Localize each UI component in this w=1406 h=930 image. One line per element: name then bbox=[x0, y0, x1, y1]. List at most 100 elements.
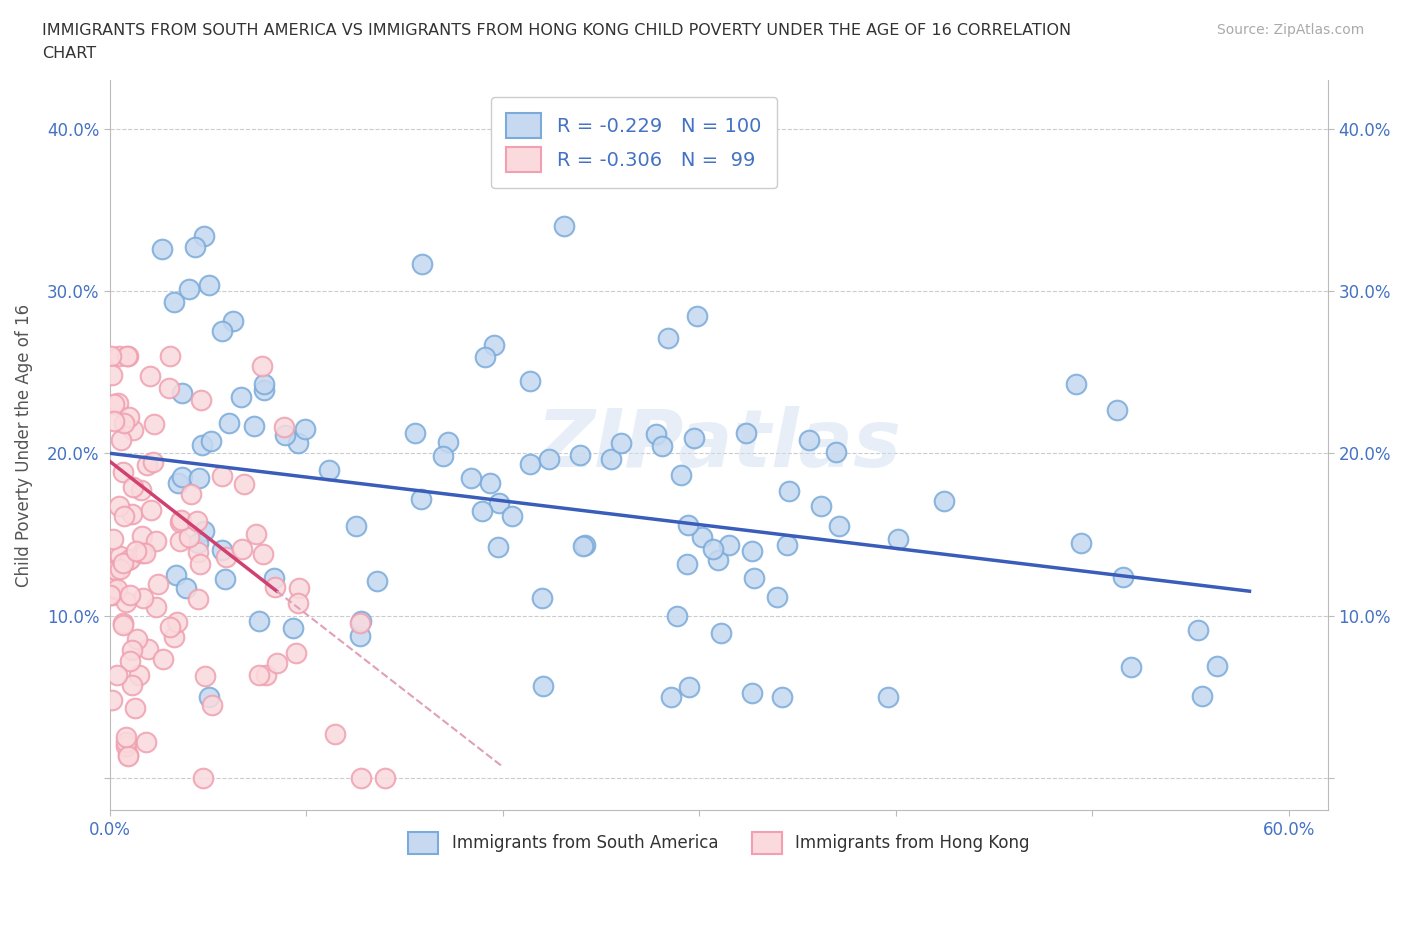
Point bbox=[177, 282, 200, 297]
Point bbox=[828, 519, 851, 534]
Point bbox=[533, 679, 555, 694]
Point bbox=[669, 468, 692, 483]
Point bbox=[122, 423, 145, 438]
Point bbox=[104, 563, 127, 578]
Point bbox=[501, 509, 523, 524]
Point bbox=[138, 368, 160, 383]
Point bbox=[744, 570, 766, 585]
Point bbox=[211, 324, 233, 339]
Point bbox=[404, 426, 426, 441]
Point bbox=[112, 509, 135, 524]
Point bbox=[1070, 536, 1092, 551]
Point bbox=[136, 642, 159, 657]
Point bbox=[797, 432, 820, 447]
Point bbox=[488, 496, 510, 511]
Point bbox=[245, 526, 267, 541]
Text: ZIPatlas: ZIPatlas bbox=[537, 406, 901, 485]
Point bbox=[145, 534, 167, 549]
Point bbox=[474, 350, 496, 365]
Point bbox=[253, 382, 276, 397]
Point bbox=[112, 416, 135, 431]
Point bbox=[124, 701, 146, 716]
Point bbox=[741, 543, 763, 558]
Point bbox=[187, 544, 209, 559]
Point bbox=[318, 462, 340, 477]
Point bbox=[101, 580, 124, 595]
Text: CHART: CHART bbox=[42, 46, 96, 60]
Point bbox=[170, 470, 193, 485]
Point bbox=[735, 426, 758, 441]
Point bbox=[877, 689, 900, 704]
Point bbox=[117, 749, 139, 764]
Point bbox=[118, 552, 141, 567]
Point bbox=[131, 483, 153, 498]
Point bbox=[432, 448, 454, 463]
Point bbox=[187, 536, 209, 551]
Point bbox=[409, 492, 432, 507]
Point bbox=[112, 618, 135, 632]
Point bbox=[675, 557, 697, 572]
Point bbox=[702, 542, 724, 557]
Point bbox=[247, 667, 270, 682]
Point bbox=[124, 543, 146, 558]
Point bbox=[374, 770, 396, 785]
Point bbox=[191, 770, 214, 785]
Point bbox=[273, 419, 295, 434]
Point bbox=[117, 349, 139, 364]
Point bbox=[350, 614, 373, 629]
Point bbox=[103, 414, 125, 429]
Point bbox=[108, 498, 131, 513]
Point bbox=[145, 599, 167, 614]
Point bbox=[775, 538, 797, 553]
Point bbox=[108, 349, 131, 364]
Point bbox=[349, 616, 371, 631]
Point bbox=[323, 726, 346, 741]
Point bbox=[100, 349, 122, 364]
Point bbox=[162, 630, 184, 644]
Point bbox=[115, 738, 138, 753]
Point bbox=[128, 668, 150, 683]
Point bbox=[115, 349, 138, 364]
Point bbox=[741, 685, 763, 700]
Point bbox=[288, 580, 311, 595]
Point bbox=[180, 486, 202, 501]
Point bbox=[886, 532, 908, 547]
Point bbox=[136, 458, 159, 472]
Point bbox=[284, 645, 307, 660]
Point bbox=[254, 668, 277, 683]
Point bbox=[117, 748, 139, 763]
Point bbox=[233, 476, 256, 491]
Point bbox=[686, 309, 709, 324]
Point bbox=[100, 368, 122, 383]
Point bbox=[770, 689, 793, 704]
Point bbox=[198, 278, 221, 293]
Point bbox=[659, 689, 682, 704]
Point bbox=[530, 591, 553, 605]
Point bbox=[247, 614, 270, 629]
Point bbox=[188, 471, 211, 485]
Point bbox=[165, 567, 187, 582]
Point bbox=[169, 534, 191, 549]
Point bbox=[112, 465, 135, 480]
Point bbox=[120, 588, 142, 603]
Point bbox=[101, 693, 124, 708]
Point bbox=[1205, 658, 1227, 673]
Point bbox=[266, 656, 288, 671]
Point bbox=[169, 512, 191, 527]
Point bbox=[478, 475, 501, 490]
Point bbox=[187, 591, 209, 606]
Point bbox=[349, 628, 371, 643]
Point bbox=[166, 614, 188, 629]
Point bbox=[184, 240, 207, 255]
Point bbox=[190, 392, 212, 407]
Point bbox=[143, 417, 166, 432]
Point bbox=[1191, 688, 1213, 703]
Point bbox=[250, 358, 273, 373]
Point bbox=[1112, 569, 1135, 584]
Point bbox=[114, 734, 136, 749]
Point bbox=[766, 590, 789, 604]
Legend: Immigrants from South America, Immigrants from Hong Kong: Immigrants from South America, Immigrant… bbox=[402, 826, 1036, 860]
Point bbox=[537, 452, 560, 467]
Point bbox=[264, 579, 287, 594]
Point bbox=[194, 669, 217, 684]
